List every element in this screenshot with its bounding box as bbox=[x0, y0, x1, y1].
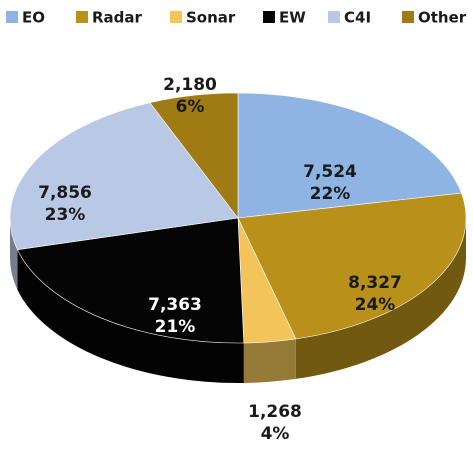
percentage-label: 21% bbox=[155, 317, 196, 337]
legend-swatch bbox=[170, 11, 182, 23]
pie-slice bbox=[149, 92, 239, 219]
pie-side bbox=[243, 338, 296, 383]
value-label: 7,524 bbox=[303, 162, 357, 182]
legend-label: Sonar bbox=[186, 9, 236, 27]
legend-label: Radar bbox=[92, 9, 143, 27]
legend-label: EO bbox=[22, 9, 45, 27]
percentage-label: 4% bbox=[261, 424, 290, 444]
legend-swatch bbox=[402, 11, 414, 23]
legend-swatch bbox=[76, 11, 88, 23]
value-label: 7,363 bbox=[148, 295, 202, 315]
pie-slice bbox=[9, 102, 239, 250]
percentage-label: 24% bbox=[355, 295, 396, 315]
pie-side bbox=[17, 249, 244, 383]
pie-slice bbox=[237, 192, 467, 340]
percentage-label: 23% bbox=[45, 205, 86, 225]
pie-side bbox=[295, 218, 467, 379]
legend-swatch bbox=[328, 11, 340, 23]
value-label: 1,268 bbox=[248, 402, 302, 422]
value-label: 8,327 bbox=[348, 273, 402, 293]
percentage-label: 6% bbox=[176, 97, 205, 117]
percentage-label: 22% bbox=[310, 184, 351, 204]
legend-label: C4I bbox=[344, 9, 371, 27]
legend-swatch bbox=[6, 11, 18, 23]
legend-label: Other bbox=[418, 9, 467, 27]
legend-label: EW bbox=[279, 9, 306, 27]
legend-swatch bbox=[263, 11, 275, 23]
value-label: 2,180 bbox=[163, 75, 217, 95]
value-label: 7,856 bbox=[38, 183, 92, 203]
pie-slice bbox=[237, 92, 462, 219]
pie-side bbox=[10, 218, 18, 290]
pie-slice bbox=[16, 217, 245, 344]
